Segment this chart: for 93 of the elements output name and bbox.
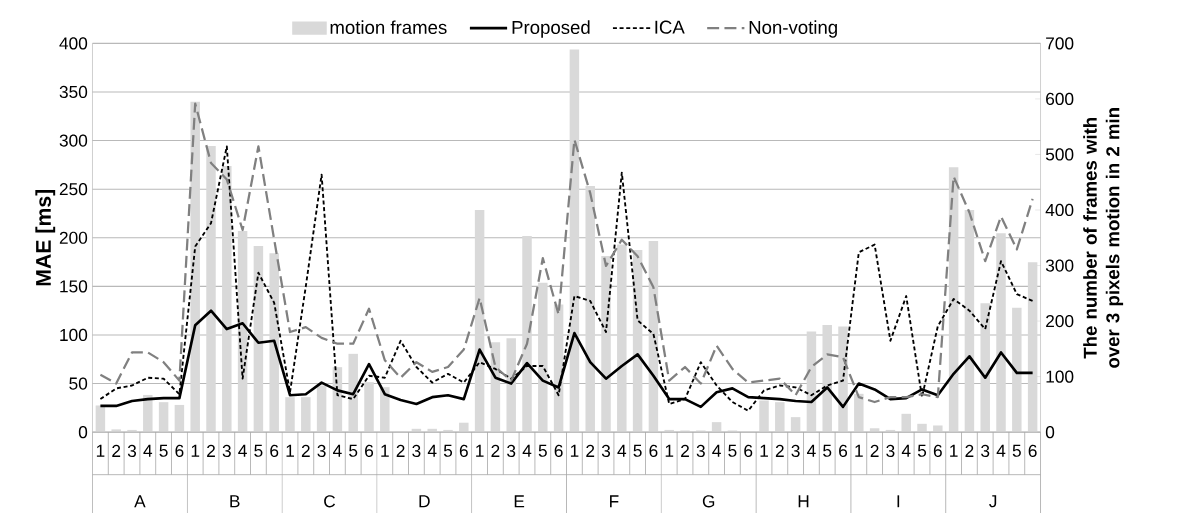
- x-tick-label: 4: [807, 444, 816, 457]
- x-tick-label: 5: [349, 444, 358, 457]
- y2-tick-label: 100: [1046, 370, 1074, 383]
- y2-axis-title: The number of frames with over 3 pixels motion in 2 min: [1083, 107, 1124, 368]
- text: A: [134, 495, 146, 508]
- y2-tick-label: 400: [1045, 203, 1074, 216]
- x-tick-label: 6: [554, 444, 563, 457]
- x-tick-label: 3: [222, 444, 231, 457]
- x-tick-label: 6: [1028, 444, 1037, 457]
- x-tick-label: 2: [207, 444, 215, 457]
- text: I: [897, 495, 900, 508]
- x-tick-label: 1: [286, 444, 294, 457]
- x-tick-label: 3: [127, 444, 137, 457]
- x-tick-label: 5: [443, 444, 453, 457]
- x-tick-label: 3: [601, 444, 611, 457]
- x-tick-label: 4: [333, 444, 342, 457]
- x-tick-label: 3: [981, 444, 990, 457]
- text: J: [989, 495, 997, 508]
- x-tick-label: 4: [901, 444, 911, 457]
- x-tick-label: 3: [507, 444, 516, 457]
- x-tick-label: 1: [191, 444, 200, 457]
- y-axis-title: MAE [ms]: [35, 189, 56, 286]
- x-tick-label: 6: [175, 444, 184, 457]
- x-tick-label: 6: [270, 444, 279, 457]
- x-tick-label: 1: [760, 444, 768, 457]
- y-tick-label: 0: [78, 425, 88, 439]
- x-tick-label: 6: [744, 444, 753, 457]
- x-tick-label: 4: [238, 444, 247, 457]
- y2-tick-label: 0: [1045, 425, 1055, 439]
- text: B: [230, 495, 240, 508]
- legend-label: ICA: [655, 20, 685, 34]
- x-tick-label: 4: [522, 444, 532, 457]
- text: C: [324, 494, 336, 508]
- x-tick-label: 3: [791, 444, 800, 457]
- y2-tick-label: 200: [1046, 314, 1074, 327]
- x-tick-label: 4: [996, 444, 1006, 457]
- x-tick-label: 3: [412, 444, 421, 457]
- x-tick-label: 6: [365, 444, 374, 457]
- y-tick-label: 50: [69, 377, 88, 390]
- y-tick-label: 250: [59, 182, 88, 196]
- x-tick-label: 5: [633, 444, 642, 457]
- x-tick-label: 6: [839, 444, 848, 457]
- y-tick-label: 200: [59, 231, 88, 244]
- x-tick-label: 3: [317, 444, 326, 457]
- y-tick-label: 150: [60, 280, 88, 293]
- text: D: [419, 495, 430, 508]
- x-tick-label: 1: [570, 444, 579, 457]
- x-tick-label: 5: [159, 444, 168, 457]
- x-tick-label: 3: [886, 444, 895, 457]
- x-tick-label: 5: [538, 444, 547, 457]
- x-tick-label: 1: [476, 444, 484, 457]
- x-tick-label: 5: [823, 444, 832, 457]
- x-tick-label: 4: [143, 444, 153, 457]
- x-tick-label: 2: [870, 444, 879, 457]
- x-tick-label: 6: [459, 444, 468, 457]
- x-tick-label: 4: [712, 444, 721, 457]
- x-tick-label: 4: [617, 444, 627, 457]
- x-tick-label: 5: [254, 444, 263, 457]
- x-tick-label: 4: [427, 444, 437, 457]
- x-tick-label: 5: [728, 444, 737, 457]
- y-tick-label: 400: [59, 37, 88, 50]
- y2-tick-label: 700: [1046, 37, 1074, 50]
- x-tick-label: 1: [381, 444, 389, 457]
- text: E: [514, 495, 525, 508]
- x-tick-label: 2: [586, 444, 595, 457]
- x-tick-label: 2: [775, 444, 784, 457]
- y2-tick-label: 500: [1045, 148, 1074, 161]
- x-tick-label: 1: [96, 444, 105, 457]
- x-tick-label: 1: [855, 444, 863, 457]
- text: G: [702, 494, 715, 508]
- text: F: [610, 495, 619, 508]
- text: H: [798, 495, 809, 508]
- legend-label: motion frames: [330, 20, 447, 34]
- x-tick-label: 2: [681, 444, 689, 457]
- y2-tick-label: 300: [1045, 259, 1074, 272]
- x-tick-label: 1: [950, 444, 958, 457]
- y-tick-label: 100: [60, 328, 88, 341]
- y-tick-label: 350: [59, 85, 88, 98]
- x-tick-label: 2: [301, 444, 310, 457]
- legend-label: Non-voting: [749, 20, 837, 38]
- x-tick-label: 1: [665, 444, 674, 457]
- x-tick-label: 3: [696, 444, 705, 457]
- x-tick-label: 2: [396, 444, 405, 457]
- x-tick-label: 2: [491, 444, 500, 457]
- x-tick-label: 5: [917, 444, 927, 457]
- x-tick-label: 5: [1012, 444, 1021, 457]
- x-tick-label: 6: [649, 444, 658, 457]
- legend-label: Proposed: [512, 20, 590, 38]
- x-tick-label: 2: [965, 444, 974, 457]
- x-tick-label: 2: [112, 444, 121, 457]
- y2-tick-label: 600: [1046, 92, 1074, 105]
- y-tick-label: 300: [59, 134, 88, 147]
- x-tick-label: 6: [933, 444, 942, 457]
